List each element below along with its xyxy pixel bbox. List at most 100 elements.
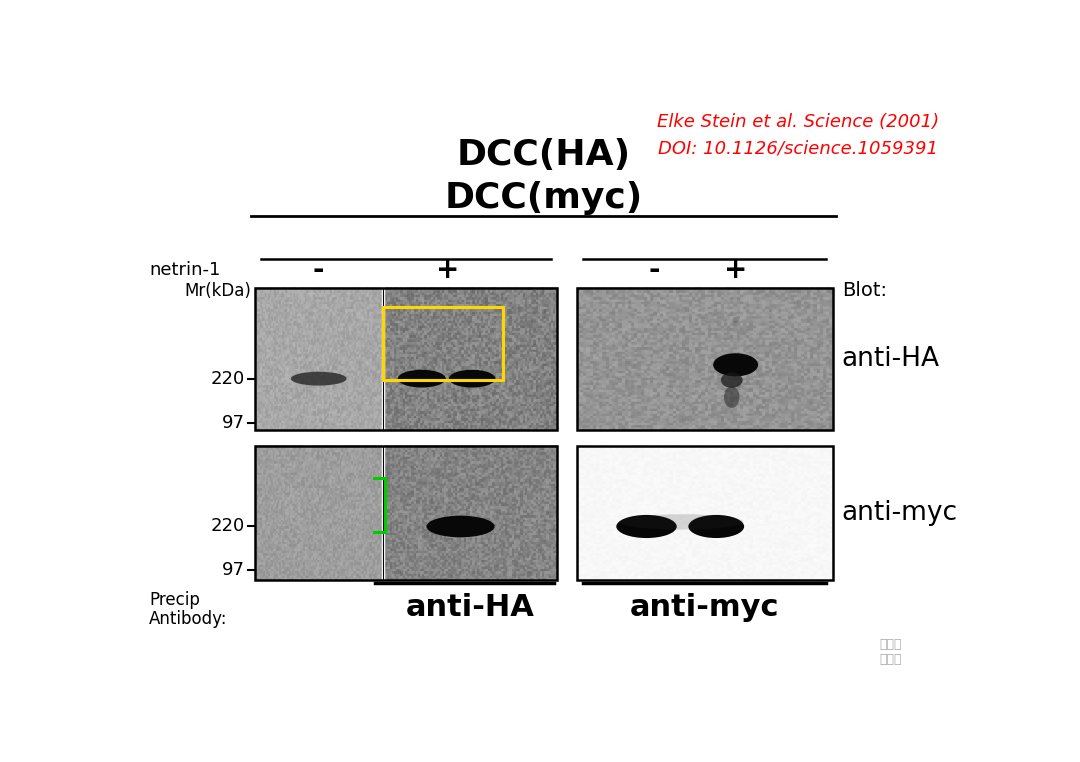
Bar [273, 356, 275, 359]
Bar [357, 472, 360, 475]
Bar [337, 566, 339, 569]
Bar [392, 323, 394, 326]
Bar [278, 366, 280, 369]
Bar [375, 504, 377, 506]
Bar [435, 578, 438, 581]
Bar [518, 528, 521, 531]
Bar [401, 377, 403, 380]
Bar [590, 497, 593, 500]
Bar [291, 394, 293, 397]
Bar [784, 360, 788, 363]
Bar [453, 521, 456, 524]
Bar [267, 415, 269, 418]
Bar [380, 578, 382, 581]
Bar [340, 396, 342, 399]
Bar [679, 366, 683, 369]
Bar [516, 474, 518, 477]
Bar [345, 356, 347, 359]
Bar [409, 377, 411, 380]
Bar [433, 476, 436, 479]
Bar [271, 517, 273, 520]
Bar [531, 323, 534, 326]
Bar [284, 575, 286, 578]
Bar [640, 526, 645, 529]
Bar [536, 510, 538, 513]
Bar [813, 539, 818, 543]
Bar [826, 304, 829, 307]
Bar [634, 290, 638, 293]
Bar [322, 342, 324, 344]
Bar [474, 514, 477, 517]
Bar [540, 461, 543, 463]
Bar [455, 530, 458, 533]
Bar [403, 320, 405, 323]
Bar [762, 370, 766, 373]
Bar [330, 517, 333, 520]
Bar [307, 370, 309, 373]
Bar [310, 328, 312, 331]
Bar [324, 472, 326, 475]
Bar [315, 351, 319, 354]
Bar [394, 370, 396, 373]
Bar [365, 528, 367, 531]
Bar [362, 467, 364, 470]
Bar [345, 325, 347, 328]
Bar [422, 479, 426, 482]
Bar [459, 292, 462, 295]
Bar [516, 490, 518, 493]
Bar [437, 339, 441, 342]
Bar [435, 490, 438, 493]
Bar [314, 537, 316, 540]
Bar [653, 347, 658, 350]
Bar [624, 356, 629, 359]
Bar [609, 292, 612, 295]
Bar [457, 330, 460, 333]
Bar [810, 452, 814, 455]
Bar [612, 325, 616, 328]
Bar [542, 392, 545, 395]
Bar [416, 497, 418, 500]
Bar [609, 356, 612, 359]
Bar [549, 506, 552, 508]
Bar [810, 330, 814, 333]
Bar [418, 549, 421, 551]
Bar [492, 474, 495, 477]
Bar [686, 370, 689, 373]
Bar [823, 425, 826, 428]
Bar [580, 339, 584, 342]
Bar [612, 479, 616, 482]
Bar [267, 528, 269, 531]
Bar [696, 344, 699, 347]
Bar [829, 445, 833, 448]
Bar [319, 373, 321, 376]
Bar [631, 474, 635, 477]
Bar [478, 330, 482, 333]
Bar [699, 382, 702, 385]
Bar [750, 557, 753, 560]
Bar [679, 292, 683, 295]
Bar [676, 523, 679, 527]
Bar [797, 344, 801, 347]
Bar [273, 370, 275, 373]
Bar [448, 328, 451, 331]
Bar [542, 459, 545, 461]
Bar [540, 415, 543, 418]
Bar [756, 479, 759, 482]
Bar [810, 392, 814, 395]
Bar [483, 549, 486, 551]
Bar [826, 332, 829, 335]
Bar [394, 461, 396, 463]
Bar [313, 445, 315, 448]
Bar [553, 313, 556, 316]
Bar [322, 304, 324, 307]
Bar [804, 495, 808, 498]
Bar [437, 368, 441, 371]
Bar [750, 456, 753, 459]
Bar [279, 290, 281, 293]
Bar [340, 415, 342, 418]
Bar [448, 399, 451, 402]
Bar [453, 306, 456, 309]
Bar [580, 425, 584, 428]
Bar [756, 330, 759, 333]
Bar [476, 375, 480, 378]
